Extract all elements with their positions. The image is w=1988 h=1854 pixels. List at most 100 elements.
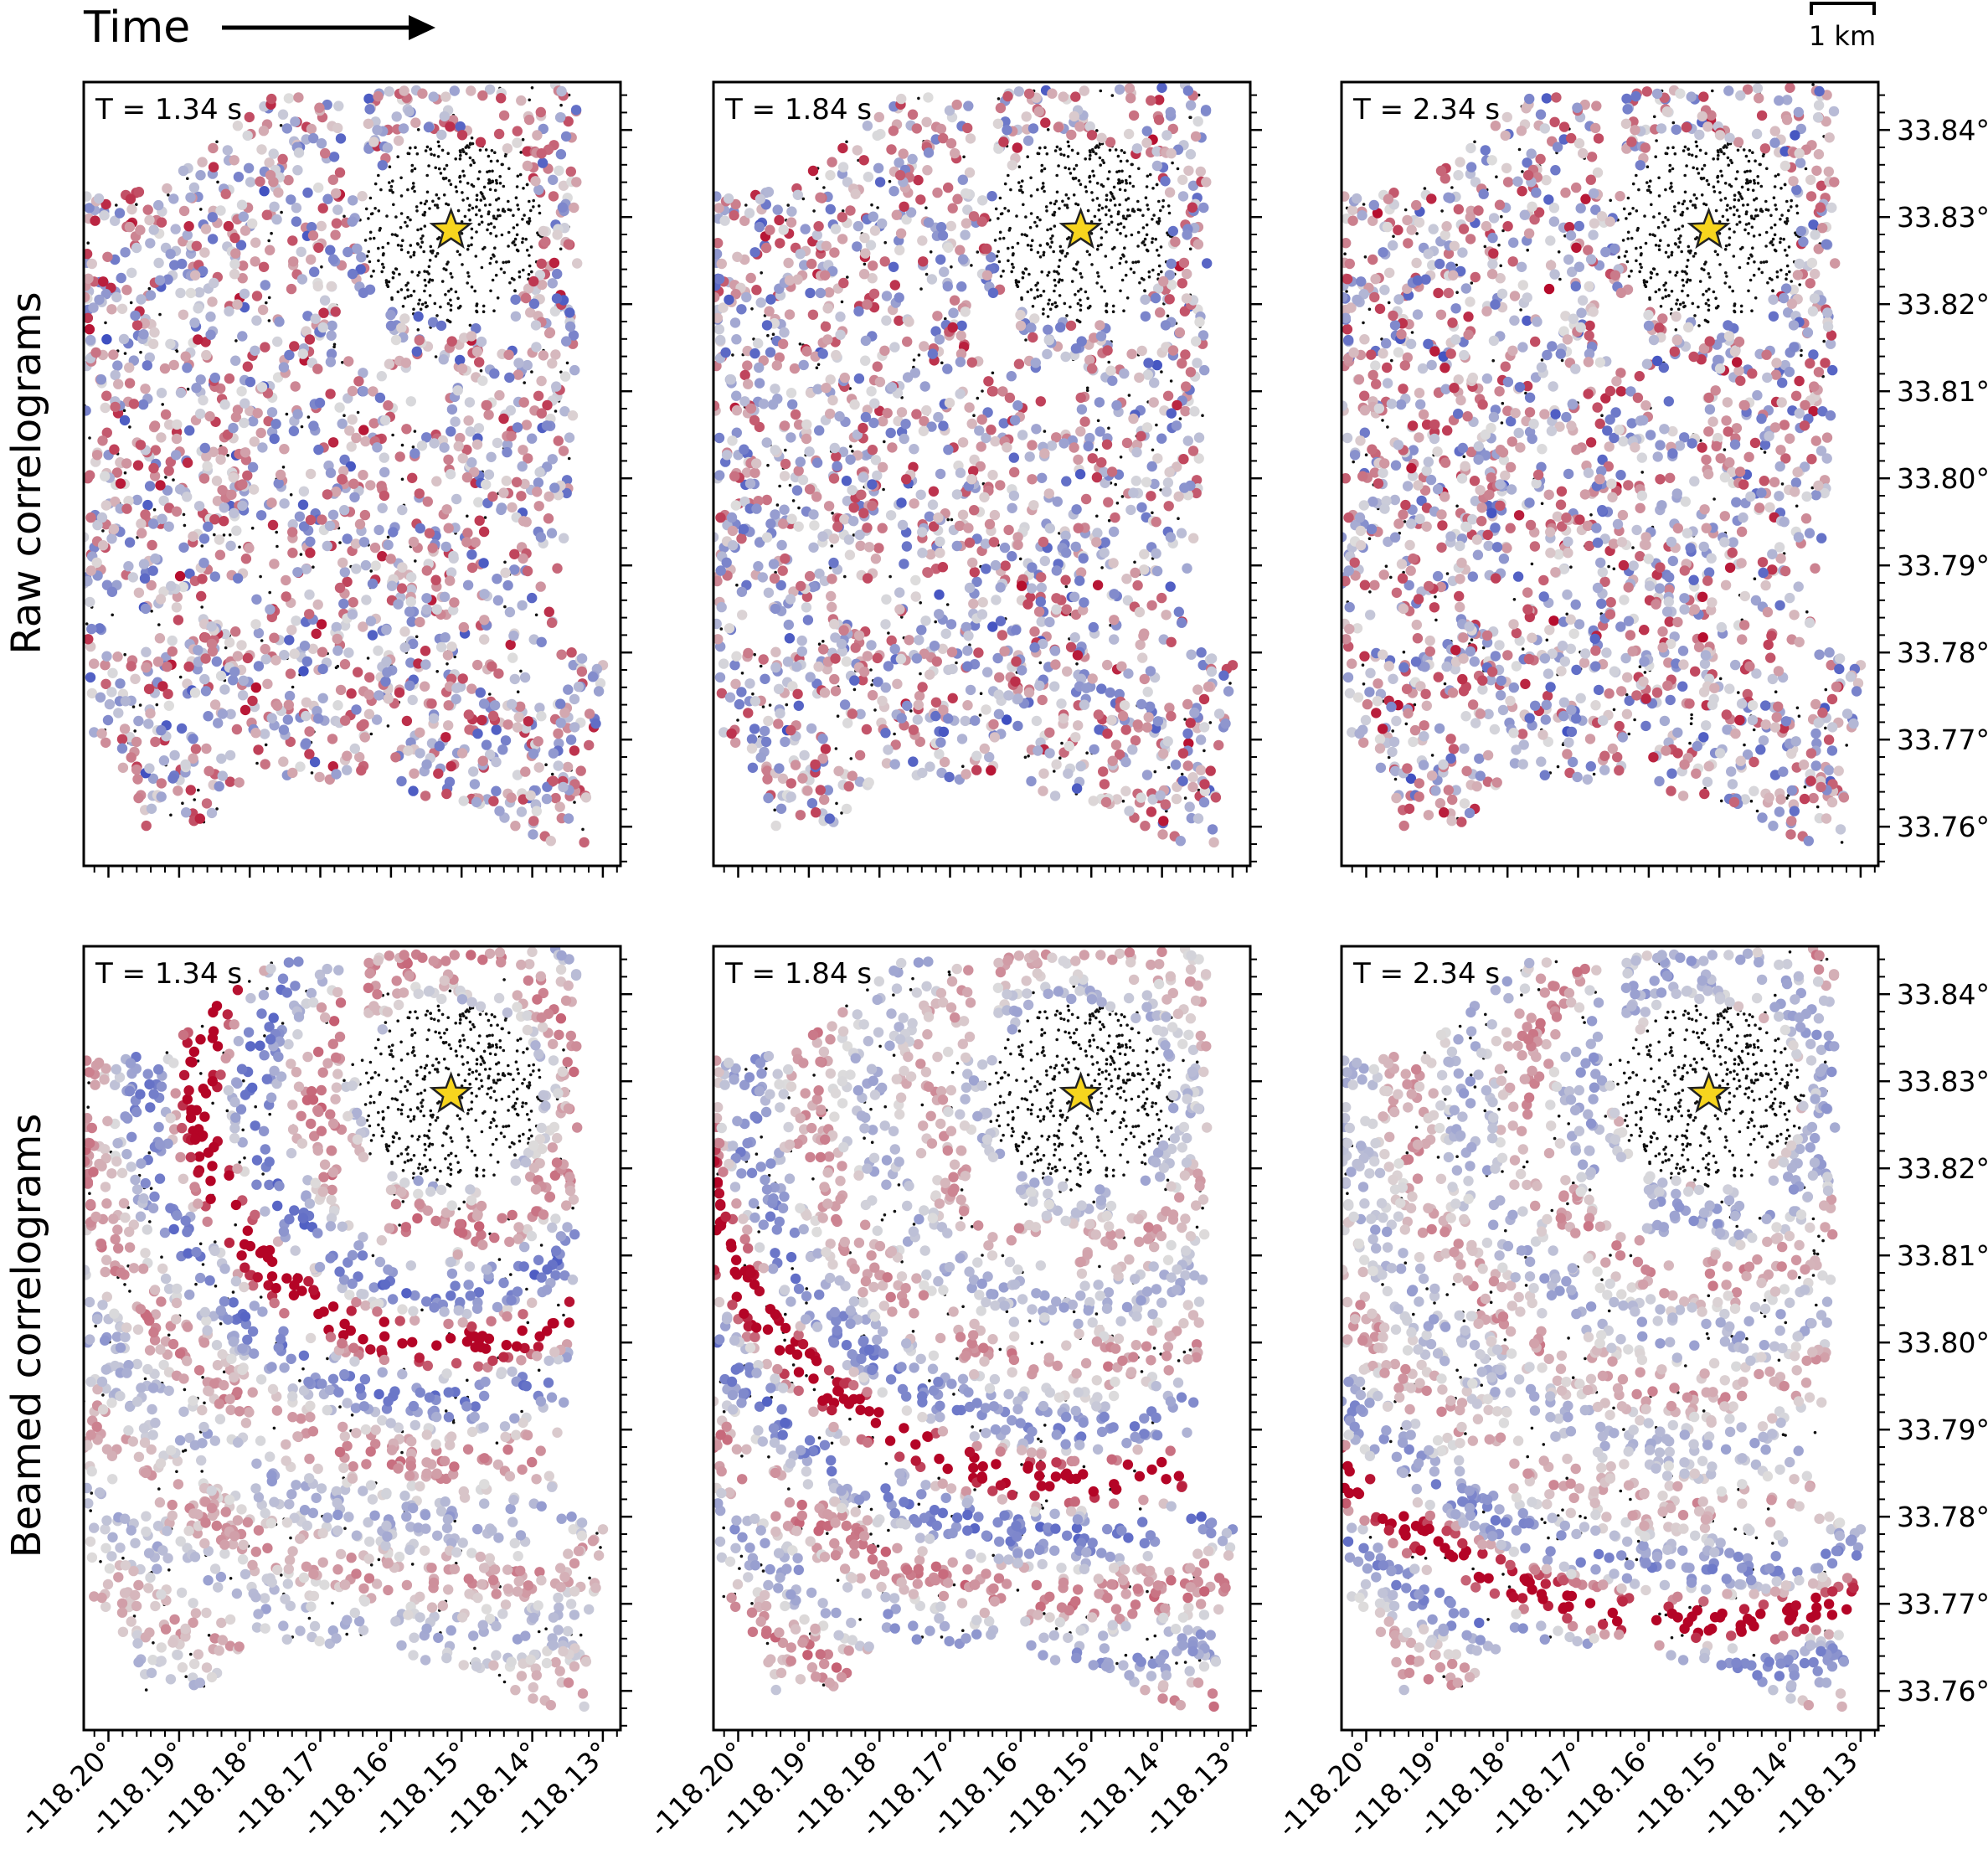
amplitude-dot — [144, 481, 156, 492]
station-marker — [1038, 661, 1043, 665]
amplitude-dot — [420, 681, 430, 692]
amplitude-dot — [564, 432, 575, 443]
amplitude-dot — [260, 280, 270, 291]
station-marker — [503, 605, 507, 609]
amplitude-dot — [339, 567, 350, 578]
amplitude-dot — [536, 711, 547, 722]
scalebar — [1810, 2, 1876, 15]
station-marker — [433, 301, 437, 306]
amplitude-dot — [97, 540, 109, 551]
amplitude-dot — [427, 543, 438, 554]
station-marker — [101, 529, 105, 533]
station-marker — [817, 642, 821, 646]
station-marker — [482, 304, 486, 308]
amplitude-dot — [167, 635, 178, 646]
amplitude-dot — [153, 199, 164, 211]
amplitude-dot — [126, 203, 137, 215]
amplitude-dot — [502, 143, 513, 154]
station-marker — [197, 788, 200, 792]
amplitude-dot — [399, 642, 410, 653]
station-marker — [499, 267, 503, 271]
station-marker — [487, 223, 491, 226]
amplitude-dot — [516, 806, 528, 817]
station-marker — [396, 290, 400, 294]
station-marker — [475, 230, 478, 234]
station-marker — [391, 179, 394, 183]
amplitude-dot — [325, 467, 337, 478]
station-marker — [460, 232, 464, 235]
station-marker — [419, 307, 423, 312]
station-marker — [385, 214, 389, 218]
amplitude-dot — [314, 397, 326, 409]
amplitude-dot — [512, 126, 523, 136]
amplitude-dot — [420, 646, 431, 657]
amplitude-dot — [443, 700, 454, 711]
amplitude-dot — [538, 123, 549, 135]
amplitude-dot — [113, 708, 124, 718]
amplitude-dot — [100, 289, 111, 300]
station-marker — [224, 646, 228, 650]
station-marker — [528, 199, 531, 203]
amplitude-dot — [541, 420, 553, 431]
station-marker — [388, 181, 391, 184]
amplitude-dot — [370, 560, 381, 571]
amplitude-dot — [117, 762, 129, 773]
amplitude-dot — [493, 668, 504, 679]
station-marker — [430, 278, 435, 282]
amplitude-dot — [91, 450, 103, 461]
station-marker — [1132, 270, 1136, 275]
amplitude-dot — [325, 357, 337, 368]
amplitude-dot — [479, 634, 490, 645]
station-marker — [439, 172, 443, 175]
station-marker — [528, 264, 532, 268]
amplitude-dot — [413, 311, 424, 322]
amplitude-dot — [136, 518, 147, 529]
amplitude-dot — [494, 806, 505, 816]
amplitude-dot — [560, 131, 572, 142]
amplitude-dot — [368, 418, 379, 429]
amplitude-dot — [358, 425, 369, 435]
amplitude-dot — [559, 533, 569, 543]
amplitude-dot — [193, 334, 203, 345]
amplitude-dot — [228, 472, 239, 483]
station-marker — [429, 147, 432, 151]
amplitude-dot — [281, 591, 291, 602]
station-marker — [416, 274, 420, 277]
panel-raw-t2: T = 1.84 s — [712, 80, 1262, 878]
amplitude-dot — [397, 504, 408, 516]
station-marker — [480, 265, 484, 270]
amplitude-dot — [156, 778, 167, 789]
amplitude-dot — [243, 162, 255, 173]
amplitude-dot — [311, 628, 322, 639]
station-marker — [488, 693, 492, 696]
amplitude-dot — [545, 836, 556, 847]
amplitude-dot — [124, 221, 136, 233]
station-marker — [366, 657, 370, 660]
amplitude-dot — [555, 698, 566, 709]
amplitude-dot — [232, 121, 244, 131]
amplitude-dot — [382, 142, 393, 153]
amplitude-dot — [96, 728, 107, 739]
amplitude-dot — [229, 155, 239, 166]
amplitude-dot — [138, 559, 150, 569]
station-marker — [503, 154, 507, 157]
amplitude-dot — [405, 657, 416, 668]
amplitude-dot — [330, 229, 341, 240]
amplitude-dot — [390, 752, 401, 763]
amplitude-dot — [304, 749, 315, 760]
amplitude-dot — [244, 543, 255, 554]
amplitude-dot — [569, 722, 580, 733]
amplitude-dot — [306, 123, 317, 135]
amplitude-dot — [441, 788, 452, 800]
amplitude-dot — [97, 435, 108, 446]
amplitude-dot — [347, 216, 358, 227]
amplitude-dot — [450, 416, 461, 427]
amplitude-dot — [394, 451, 405, 462]
amplitude-dot — [144, 214, 155, 226]
station-marker — [255, 761, 259, 765]
amplitude-dot — [477, 755, 488, 766]
amplitude-dot — [108, 349, 119, 360]
station-marker — [444, 293, 447, 296]
station-marker — [528, 98, 531, 102]
amplitude-dot — [385, 309, 396, 321]
